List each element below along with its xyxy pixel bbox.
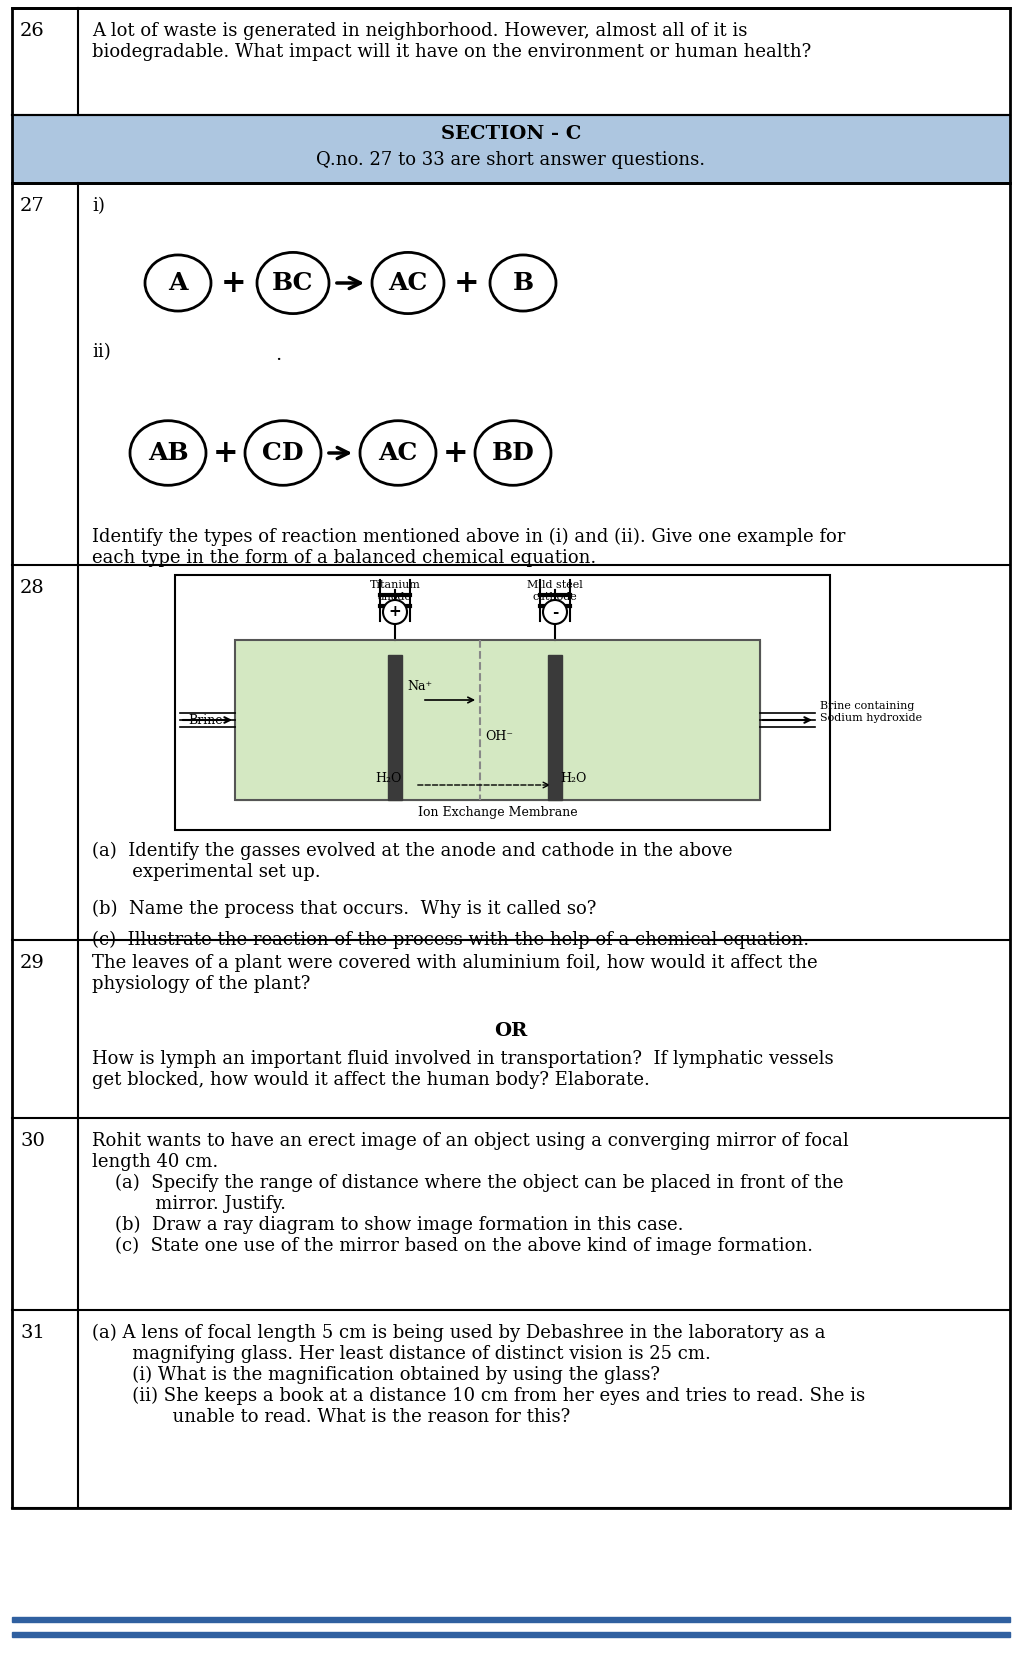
Text: Q.no. 27 to 33 are short answer questions.: Q.no. 27 to 33 are short answer question… xyxy=(316,151,706,169)
Bar xyxy=(234,641,760,800)
Text: Brine: Brine xyxy=(188,713,223,726)
Text: AC: AC xyxy=(378,442,418,465)
Text: +: + xyxy=(389,604,401,619)
Text: ii): ii) xyxy=(92,343,111,361)
Text: Ion Exchange Membrane: Ion Exchange Membrane xyxy=(418,805,578,818)
Text: Titanium
anode: Titanium anode xyxy=(370,581,421,602)
Text: OR: OR xyxy=(495,1022,527,1041)
Text: +: + xyxy=(442,438,468,468)
Text: +: + xyxy=(213,438,239,468)
Text: CD: CD xyxy=(262,442,304,465)
Text: OH⁻: OH⁻ xyxy=(485,729,513,743)
Text: (a) A lens of focal length 5 cm is being used by Debashree in the laboratory as : (a) A lens of focal length 5 cm is being… xyxy=(92,1323,865,1425)
Bar xyxy=(548,656,562,800)
Text: +: + xyxy=(221,268,247,298)
Text: BD: BD xyxy=(492,442,535,465)
Text: How is lymph an important fluid involved in transportation?  If lymphatic vessel: How is lymph an important fluid involved… xyxy=(92,1051,834,1089)
Text: A lot of waste is generated in neighborhood. However, almost all of it is
biodeg: A lot of waste is generated in neighborh… xyxy=(92,22,811,60)
Text: (a)  Identify the gasses evolved at the anode and cathode in the above
       ex: (a) Identify the gasses evolved at the a… xyxy=(92,842,732,882)
Bar xyxy=(12,1618,1010,1623)
Bar xyxy=(12,8,1010,1507)
Text: H₂O: H₂O xyxy=(560,771,587,785)
Text: (c)  Illustrate the reaction of the process with the help of a chemical equation: (c) Illustrate the reaction of the proce… xyxy=(92,930,809,949)
Bar xyxy=(12,1631,1010,1636)
Circle shape xyxy=(543,601,567,624)
Bar xyxy=(388,656,402,800)
Text: A: A xyxy=(168,271,187,294)
Text: SECTION - C: SECTION - C xyxy=(440,125,582,142)
Text: Na⁺: Na⁺ xyxy=(407,679,432,693)
Text: Brine containing
Sodium hydroxide: Brine containing Sodium hydroxide xyxy=(820,701,923,723)
Text: 26: 26 xyxy=(20,22,45,40)
Text: 28: 28 xyxy=(20,579,45,597)
Text: 29: 29 xyxy=(20,954,45,972)
Text: +: + xyxy=(455,268,480,298)
Text: 30: 30 xyxy=(20,1133,45,1149)
Bar xyxy=(12,115,1010,182)
Bar xyxy=(234,641,760,800)
Text: -: - xyxy=(552,604,558,619)
Bar xyxy=(175,576,830,830)
Text: 27: 27 xyxy=(20,197,45,216)
Text: BC: BC xyxy=(272,271,313,294)
Text: AC: AC xyxy=(388,271,428,294)
Text: 31: 31 xyxy=(20,1323,45,1342)
Text: (b)  Name the process that occurs.  Why is it called so?: (b) Name the process that occurs. Why is… xyxy=(92,900,596,918)
Text: Mild steel
cathode: Mild steel cathode xyxy=(527,581,583,602)
Text: i): i) xyxy=(92,197,104,216)
Text: .: . xyxy=(274,346,282,365)
Text: Rohit wants to have an erect image of an object using a converging mirror of foc: Rohit wants to have an erect image of an… xyxy=(92,1133,849,1255)
Text: Identify the types of reaction mentioned above in (i) and (ii). Give one example: Identify the types of reaction mentioned… xyxy=(92,529,846,567)
Text: B: B xyxy=(512,271,534,294)
Circle shape xyxy=(383,601,407,624)
Text: The leaves of a plant were covered with aluminium foil, how would it affect the
: The leaves of a plant were covered with … xyxy=(92,954,817,992)
Text: AB: AB xyxy=(147,442,188,465)
Text: H₂O: H₂O xyxy=(375,771,401,785)
